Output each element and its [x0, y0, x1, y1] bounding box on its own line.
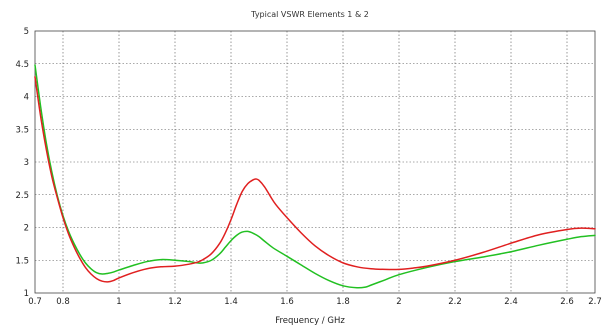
chart-title: Typical VSWR Elements 1 & 2: [250, 10, 369, 19]
x-axis-label: Frequency / GHz: [275, 316, 345, 326]
x-tick-label: 0.7: [28, 297, 42, 307]
x-tick-label: 0.8: [56, 297, 70, 307]
x-tick-label: 1.2: [168, 297, 182, 307]
grid-lines: [35, 31, 595, 293]
x-tick-label: 2.2: [448, 297, 462, 307]
x-tick-label: 1.6: [280, 297, 294, 307]
x-tick-label: 1.8: [336, 297, 350, 307]
y-tick-label: 5: [24, 27, 29, 37]
axis-ticks: 0.7 0.8 1 1.2 1.4 1.6 1.8 2 2.2 2.4 2.6 2.7 1 1.5 2 2.5…: [15, 27, 601, 307]
y-tick-label: 2.5: [15, 191, 29, 201]
x-tick-label: 2.7: [588, 297, 602, 307]
x-tick-label: 2.6: [560, 297, 574, 307]
y-tick-label: 1: [24, 289, 29, 299]
x-tick-label: 1: [116, 297, 121, 307]
y-tick-label: 4.5: [15, 60, 29, 70]
y-tick-label: 1.5: [15, 256, 29, 266]
series-line-red: [34, 76, 596, 283]
series-layer: [34, 64, 596, 289]
y-tick-label: 3: [24, 158, 29, 168]
y-tick-label: 4: [24, 93, 29, 103]
series-line-green: [34, 64, 596, 289]
y-tick-label: 3.5: [15, 125, 29, 135]
x-tick-label: 2: [396, 297, 401, 307]
x-tick-label: 1.4: [224, 297, 238, 307]
x-tick-label: 2.4: [504, 297, 518, 307]
plot-area-frame: [34, 30, 596, 294]
y-tick-label: 2: [24, 224, 29, 234]
